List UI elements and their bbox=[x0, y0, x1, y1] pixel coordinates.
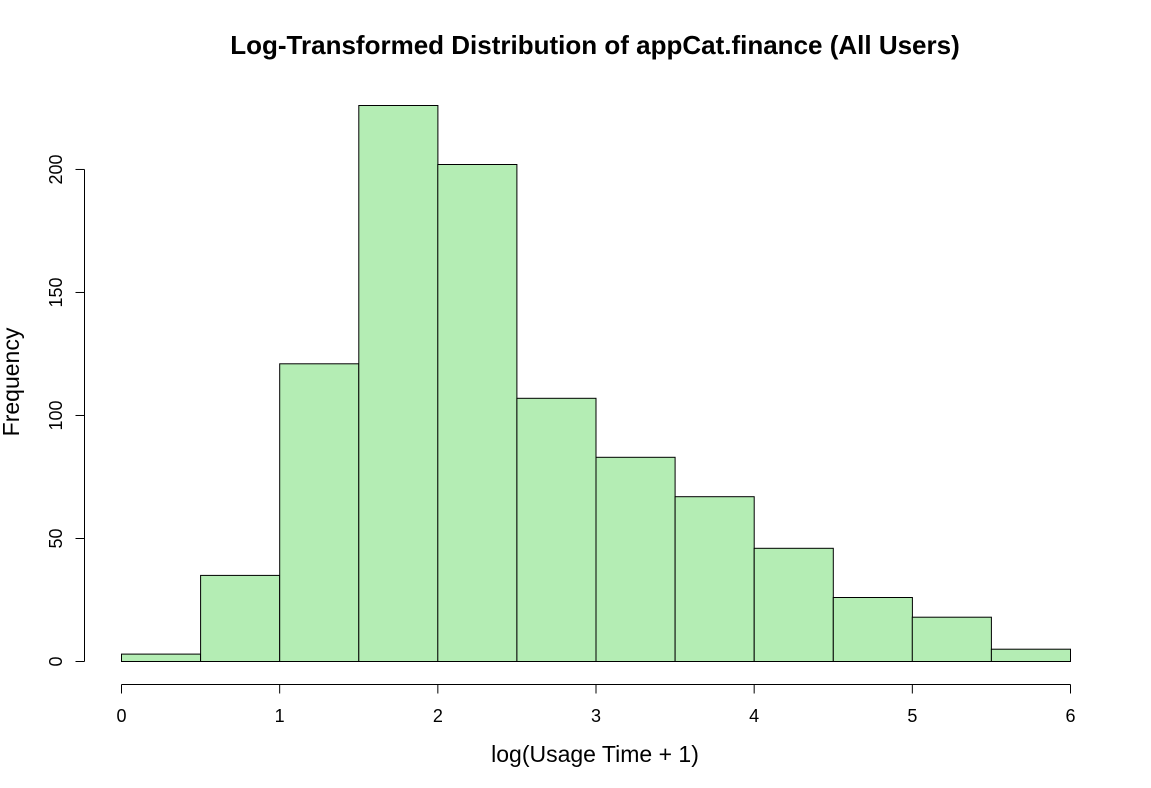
x-tick-label: 0 bbox=[116, 706, 126, 726]
x-axis-label: log(Usage Time + 1) bbox=[491, 741, 699, 767]
histogram-bar bbox=[279, 363, 360, 662]
histogram-bar bbox=[990, 648, 1072, 663]
histogram-bar bbox=[674, 496, 755, 663]
y-axis: 0 50 100 150 200 bbox=[46, 154, 85, 667]
histogram-bar bbox=[121, 653, 202, 662]
bars-group bbox=[121, 105, 1072, 663]
histogram-bar bbox=[753, 547, 834, 662]
histogram-bar bbox=[437, 164, 518, 662]
x-tick-label: 4 bbox=[749, 706, 759, 726]
y-tick-label: 200 bbox=[46, 154, 66, 184]
histogram-bar bbox=[358, 105, 439, 662]
y-tick-label: 100 bbox=[46, 400, 66, 430]
x-tick-label: 2 bbox=[433, 706, 443, 726]
y-tick-label: 0 bbox=[46, 656, 66, 666]
histogram-bar bbox=[516, 397, 597, 662]
histogram-bar bbox=[595, 456, 676, 662]
histogram-bar bbox=[832, 597, 913, 662]
x-tick-label: 1 bbox=[275, 706, 285, 726]
chart-title: Log-Transformed Distribution of appCat.f… bbox=[230, 30, 960, 60]
x-tick-label: 6 bbox=[1065, 706, 1075, 726]
y-axis-label: Frequency bbox=[0, 327, 24, 436]
x-tick-label: 5 bbox=[907, 706, 917, 726]
histogram-bar bbox=[200, 574, 281, 663]
x-axis: 0 1 2 3 4 5 6 bbox=[116, 684, 1076, 726]
x-tick-label: 3 bbox=[591, 706, 601, 726]
y-tick-label: 150 bbox=[46, 277, 66, 307]
histogram-bar bbox=[911, 616, 992, 663]
y-tick-label: 50 bbox=[46, 528, 66, 548]
